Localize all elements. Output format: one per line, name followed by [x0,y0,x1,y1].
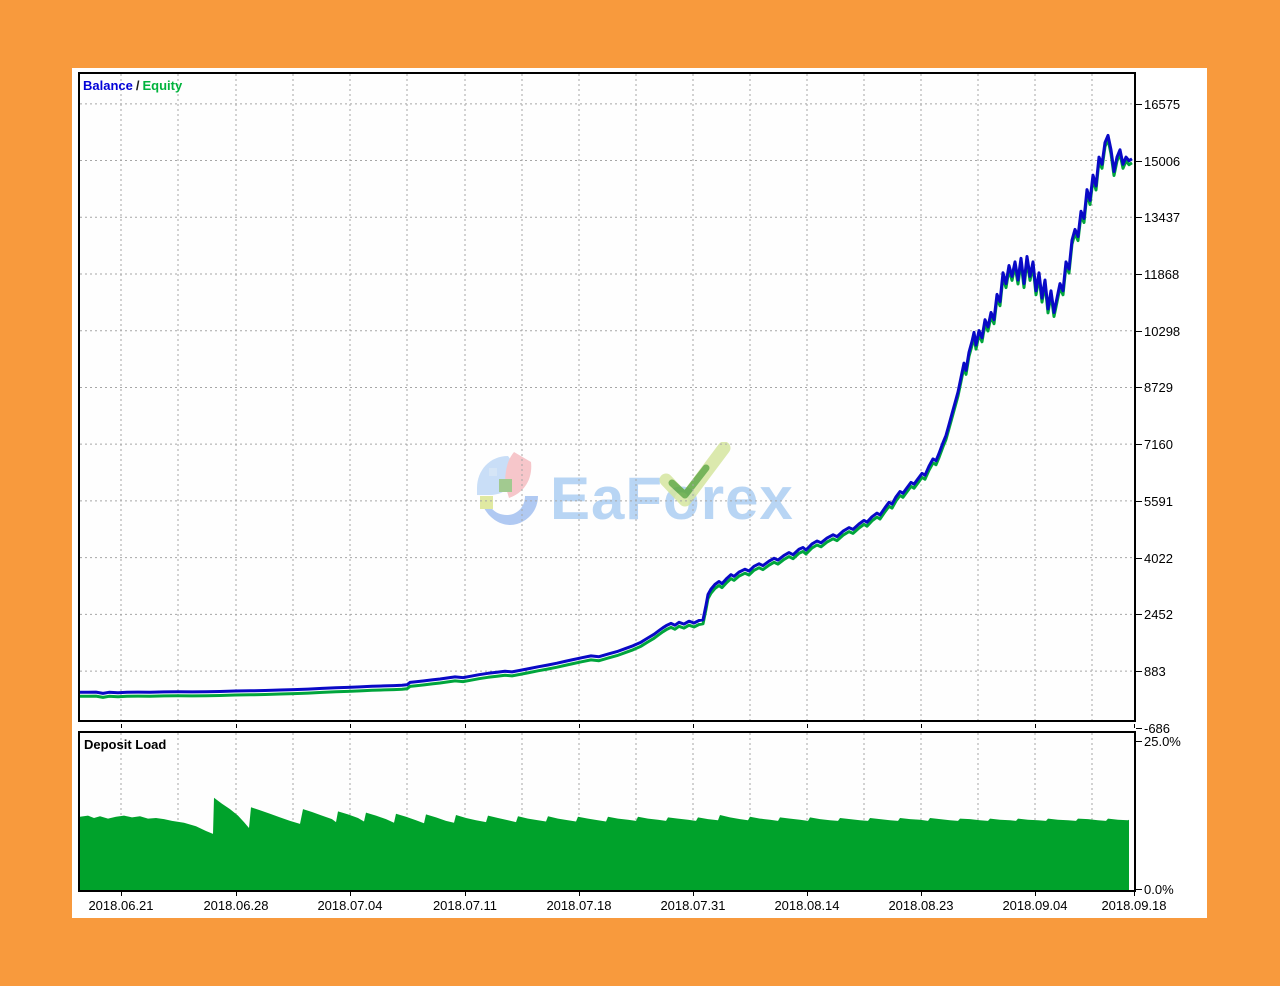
x-axis-tick [121,892,122,896]
balance-line [80,133,1133,695]
strategy-tester-report: EaForex Balance / Equity Deposit Load 25.0… [72,68,1207,918]
y-axis-tick [1136,500,1142,502]
x-axis-tick [921,892,922,896]
x-axis-tick-mid [1134,724,1135,728]
x-axis-tick-mid [465,724,466,728]
legend-balance-label: Balance [83,78,133,93]
x-axis-tick-mid [121,724,122,728]
legend-separator: / [135,78,140,93]
y-axis-tick [1136,614,1142,616]
x-axis-label: 2018.08.23 [888,898,954,913]
x-axis-tick [579,892,580,896]
x-axis-tick-mid [236,724,237,728]
y-axis-tick [1136,557,1142,559]
x-axis-tick [807,892,808,896]
y-axis-label: 13437 [1144,210,1181,226]
deposit-min-label: 0.0% [1144,882,1174,897]
deposit-max-label: 25.0% [1144,734,1181,749]
x-axis-tick [465,892,466,896]
equity-line [80,137,1133,699]
y-axis-tick [1136,330,1142,332]
balance-equity-chart [80,74,1134,720]
x-axis-tick [350,892,351,896]
y-axis-tick [1136,671,1142,673]
deposit-axis-tick [1136,889,1142,890]
x-axis-tick [236,892,237,896]
deposit-axis-tick [1136,741,1142,742]
x-axis-tick [1035,892,1036,896]
x-axis-label: 2018.09.04 [1002,898,1068,913]
x-axis-tick-mid [693,724,694,728]
deposit-load-title: Deposit Load [84,737,167,752]
y-axis-label: 15006 [1144,153,1181,169]
x-axis-tick-mid [579,724,580,728]
y-axis-label: 10298 [1144,323,1181,339]
y-axis-label: -686 [1144,720,1171,736]
x-axis-tick-mid [1035,724,1036,728]
legend-equity-label: Equity [142,78,183,93]
y-axis-tick [1136,217,1142,219]
x-axis-label: 2018.07.11 [432,898,498,913]
y-axis-tick [1136,160,1142,162]
x-axis-tick-mid [807,724,808,728]
watermark-text: EaForex [550,465,794,532]
balance-equity-panel: EaForex Balance / Equity [78,72,1136,722]
x-axis-label: 2018.08.14 [774,898,840,913]
y-axis-label: 8729 [1144,380,1173,396]
y-axis-label: 11868 [1144,266,1180,282]
y-axis-tick [1136,387,1142,389]
x-axis-label: 2018.07.04 [317,898,383,913]
x-axis-tick [1134,892,1135,896]
y-axis-label: 2452 [1144,607,1173,623]
x-axis-label: 2018.09.18 [1101,898,1167,913]
x-axis-tick [693,892,694,896]
y-axis-tick [1136,103,1142,105]
y-axis-tick [1136,727,1142,729]
y-axis-label: 883 [1144,664,1166,680]
chart-legend: Balance / Equity [83,78,182,93]
x-axis-label: 2018.06.21 [88,898,154,913]
x-axis-label: 2018.07.31 [660,898,726,913]
y-axis-label: 5591 [1144,493,1173,509]
checkmark-icon [659,442,731,507]
x-axis-label: 2018.07.18 [546,898,612,913]
deposit-load-panel: Deposit Load [78,731,1136,892]
watermark: EaForex [80,74,1134,720]
deposit-load-area [80,797,1129,890]
deposit-load-chart [80,733,1129,890]
y-axis-label: 7160 [1144,437,1173,453]
y-axis-label: 4022 [1144,550,1173,566]
x-axis-tick-mid [921,724,922,728]
y-axis-tick [1136,444,1142,446]
x-axis-tick-mid [350,724,351,728]
y-axis-label: 16575 [1144,96,1181,112]
x-axis-label: 2018.06.28 [203,898,269,913]
y-axis-tick [1136,273,1142,275]
eaforex-logo-icon [477,452,538,525]
